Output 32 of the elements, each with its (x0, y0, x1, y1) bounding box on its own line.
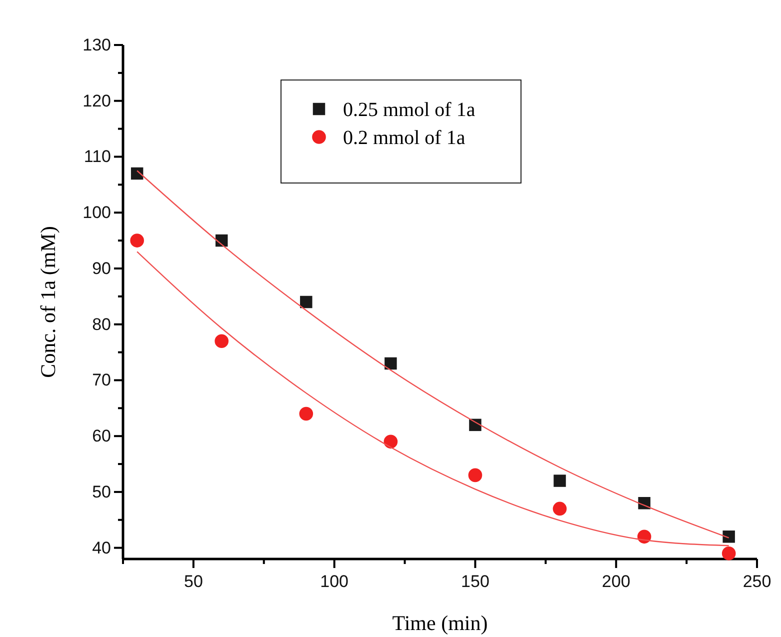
point (130, 167, 144, 180)
y-tick-label: 100 (82, 203, 111, 222)
legend-label: 0.25 mmol of 1a (343, 99, 476, 121)
x-tick-label: 200 (602, 572, 630, 592)
x-tick-label: 150 (461, 572, 490, 592)
y-tick-label: 60 (92, 426, 111, 446)
y-tick-label: 80 (92, 314, 111, 334)
point (130, 234, 144, 248)
x-tick-label: 100 (320, 572, 349, 592)
point (299, 406, 314, 421)
point (722, 530, 735, 543)
legend-label: 0.2 mmol of 1a (343, 127, 466, 149)
y-tick-label: 50 (92, 482, 111, 502)
y-tick-label: 110 (84, 147, 111, 166)
y-tick-label: 120 (82, 91, 111, 110)
point (384, 357, 397, 370)
point (384, 434, 398, 449)
point (637, 530, 652, 544)
x-tick-label: 250 (742, 572, 772, 592)
y-axis-title: Conc. of 1a (mM) (36, 226, 60, 378)
y-tick-label: 130 (82, 35, 111, 54)
x-tick-label: 50 (184, 572, 203, 592)
point (552, 502, 567, 516)
y-tick-label: 70 (92, 370, 111, 390)
point (554, 474, 566, 487)
y-tick-label: 40 (92, 538, 111, 558)
point (722, 546, 736, 560)
point (468, 468, 482, 482)
point (214, 334, 229, 348)
y-tick-label: 90 (92, 258, 111, 278)
point (300, 296, 312, 308)
x-axis-title: Time (min) (392, 611, 488, 635)
